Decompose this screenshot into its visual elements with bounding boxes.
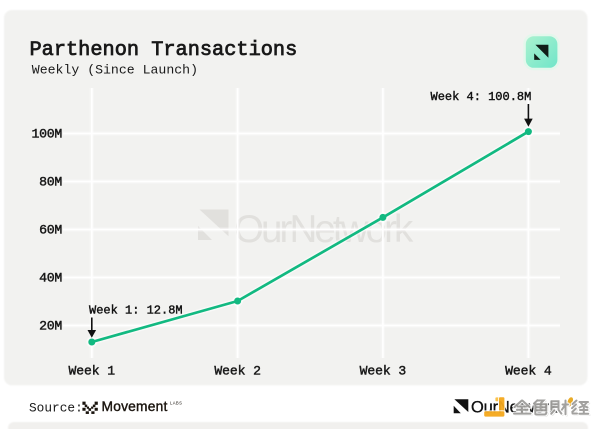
svg-text:LABS: LABS	[170, 401, 182, 406]
svg-text:60M: 60M	[39, 223, 62, 238]
svg-text:Week 3: Week 3	[360, 364, 407, 379]
svg-text:Movement: Movement	[102, 399, 168, 414]
svg-text:Weekly (Since Launch): Weekly (Since Launch)	[32, 63, 198, 78]
svg-text:Parthenon Transactions: Parthenon Transactions	[30, 39, 298, 62]
svg-text:80M: 80M	[39, 175, 62, 190]
svg-text:20M: 20M	[39, 319, 62, 334]
svg-text:Week 1: Week 1	[69, 364, 116, 379]
svg-text:Week 4: Week 4	[505, 364, 552, 379]
svg-text:Source:: Source:	[29, 401, 83, 416]
svg-text:40M: 40M	[39, 271, 62, 286]
svg-text:Week 1: 12.8M: Week 1: 12.8M	[89, 304, 183, 318]
svg-text:Week 4: 100.8M: Week 4: 100.8M	[431, 90, 532, 104]
svg-text:Week 2: Week 2	[214, 364, 261, 379]
svg-text:100M: 100M	[32, 127, 63, 142]
